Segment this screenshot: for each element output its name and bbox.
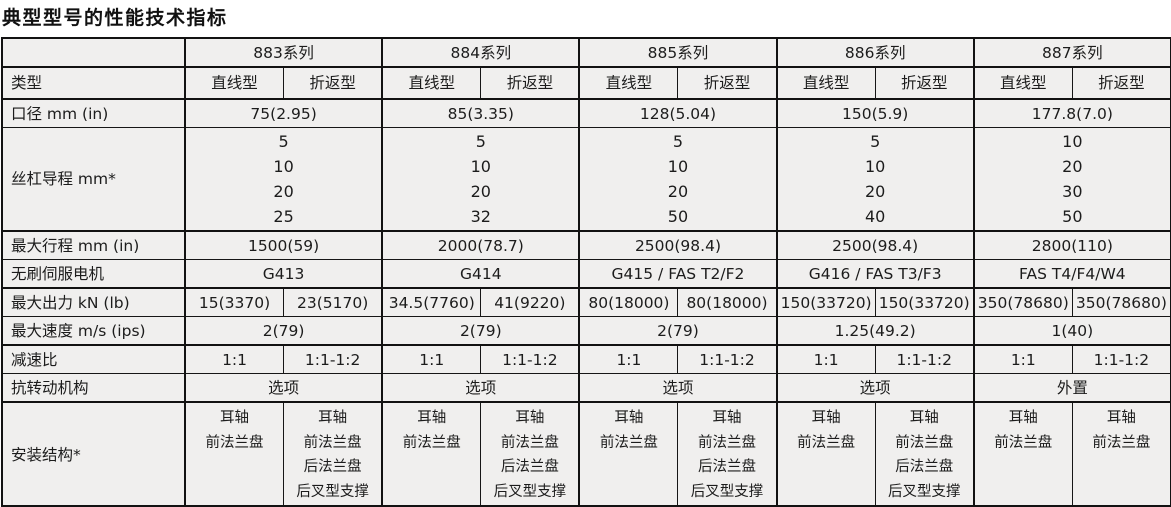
- anti-rotation-row: 抗转动机构 选项 选项 选项 选项 外置: [1, 373, 1171, 403]
- max-force-cell-887-foldback: 350(78680): [1071, 287, 1171, 317]
- ratio-cell-884-foldback: 1:1-1:2: [480, 344, 580, 374]
- max-stroke-cell-884: 2000(78.7): [381, 230, 580, 260]
- max-stroke-cell-883: 1500(59): [183, 230, 383, 260]
- corner-cell: [1, 37, 186, 68]
- servo-motor-cell-883: G413: [183, 259, 383, 289]
- mounting-cell-887-foldback: 耳轴 前法兰盘: [1071, 401, 1171, 507]
- max-force-cell-886-linear: 150(33720): [775, 287, 876, 317]
- row-label-type: 类型: [1, 66, 186, 100]
- ratio-cell-883-foldback: 1:1-1:2: [283, 344, 383, 374]
- anti-rotation-cell-887: 外置: [972, 373, 1171, 403]
- anti-rotation-cell-884: 选项: [381, 373, 580, 403]
- bore-cell-885: 128(5.04): [578, 98, 778, 128]
- bore-cell-884: 85(3.35): [381, 98, 580, 128]
- screw-lead-cell-884: 5 10 20 32: [381, 127, 580, 232]
- type-cell-885-foldback: 折返型: [677, 66, 778, 100]
- ratio-row: 减速比 1:1 1:1-1:2 1:1 1:1-1:2 1:1 1:1-1:2 …: [1, 344, 1171, 374]
- mounting-cell-883-foldback: 耳轴 前法兰盘 后法兰盘 后叉型支撑: [283, 401, 383, 507]
- ratio-cell-886-linear: 1:1: [775, 344, 876, 374]
- row-label-max-speed: 最大速度 m/s (ips): [1, 316, 186, 346]
- screw-lead-row: 丝杠导程 mm* 5 10 20 25 5 10 20 32 5 10 20 5…: [1, 127, 1171, 232]
- type-cell-883-foldback: 折返型: [283, 66, 383, 100]
- series-header-885: 885系列: [578, 37, 778, 68]
- max-force-cell-883-foldback: 23(5170): [283, 287, 383, 317]
- screw-lead-cell-887: 10 20 30 50: [972, 127, 1171, 232]
- ratio-cell-885-foldback: 1:1-1:2: [677, 344, 778, 374]
- anti-rotation-cell-886: 选项: [775, 373, 975, 403]
- row-label-anti-rotation: 抗转动机构: [1, 373, 186, 403]
- max-force-cell-887-linear: 350(78680): [972, 287, 1073, 317]
- ratio-cell-884-linear: 1:1: [381, 344, 482, 374]
- max-stroke-row: 最大行程 mm (in) 1500(59) 2000(78.7) 2500(98…: [1, 230, 1171, 260]
- type-cell-884-foldback: 折返型: [480, 66, 580, 100]
- max-force-cell-885-linear: 80(18000): [578, 287, 679, 317]
- mounting-cell-886-linear: 耳轴 前法兰盘: [775, 401, 876, 507]
- bore-cell-886: 150(5.9): [775, 98, 975, 128]
- series-header-row: 883系列 884系列 885系列 886系列 887系列: [1, 37, 1171, 68]
- series-header-886: 886系列: [775, 37, 975, 68]
- bore-row: 口径 mm (in) 75(2.95) 85(3.35) 128(5.04) 1…: [1, 98, 1171, 128]
- max-speed-cell-884: 2(79): [381, 316, 580, 346]
- type-cell-887-foldback: 折返型: [1071, 66, 1171, 100]
- ratio-cell-887-linear: 1:1: [972, 344, 1073, 374]
- page-title: 典型型号的性能技术指标: [2, 7, 228, 29]
- mounting-cell-883-linear: 耳轴 前法兰盘: [184, 401, 285, 507]
- mounting-row: 安装结构* 耳轴 前法兰盘 耳轴 前法兰盘 后法兰盘 后叉型支撑 耳轴 前法兰盘…: [1, 401, 1171, 507]
- servo-motor-row: 无刷伺服电机 G413 G414 G415 / FAS T2/F2 G416 /…: [1, 259, 1171, 289]
- max-force-cell-884-foldback: 41(9220): [480, 287, 580, 317]
- row-label-servo-motor: 无刷伺服电机: [1, 259, 186, 289]
- max-force-cell-883-linear: 15(3370): [184, 287, 285, 317]
- max-speed-row: 最大速度 m/s (ips) 2(79) 2(79) 2(79) 1.25(49…: [1, 316, 1171, 346]
- max-stroke-cell-886: 2500(98.4): [775, 230, 975, 260]
- max-speed-cell-885: 2(79): [578, 316, 778, 346]
- ratio-cell-886-foldback: 1:1-1:2: [874, 344, 975, 374]
- type-cell-885-linear: 直线型: [578, 66, 679, 100]
- max-force-row: 最大出力 kN (lb) 15(3370) 23(5170) 34.5(7760…: [1, 287, 1171, 317]
- anti-rotation-cell-883: 选项: [183, 373, 383, 403]
- type-cell-886-foldback: 折返型: [874, 66, 975, 100]
- type-cell-884-linear: 直线型: [381, 66, 482, 100]
- row-label-bore: 口径 mm (in): [1, 98, 186, 128]
- max-speed-cell-883: 2(79): [183, 316, 383, 346]
- type-cell-883-linear: 直线型: [184, 66, 285, 100]
- screw-lead-cell-886: 5 10 20 40: [775, 127, 975, 232]
- max-force-cell-886-foldback: 150(33720): [874, 287, 975, 317]
- series-header-884: 884系列: [381, 37, 580, 68]
- max-force-cell-884-linear: 34.5(7760): [381, 287, 482, 317]
- max-speed-cell-886: 1.25(49.2): [775, 316, 975, 346]
- mounting-cell-887-linear: 耳轴 前法兰盘: [972, 401, 1073, 507]
- spec-table: 883系列 884系列 885系列 886系列 887系列 类型 直线型 折返型…: [1, 37, 1171, 507]
- row-label-max-stroke: 最大行程 mm (in): [1, 230, 186, 260]
- ratio-cell-885-linear: 1:1: [578, 344, 679, 374]
- series-header-883: 883系列: [183, 37, 383, 68]
- servo-motor-cell-887: FAS T4/F4/W4: [972, 259, 1171, 289]
- max-stroke-cell-885: 2500(98.4): [578, 230, 778, 260]
- row-label-mounting: 安装结构*: [1, 401, 186, 507]
- ratio-cell-887-foldback: 1:1-1:2: [1071, 344, 1171, 374]
- ratio-cell-883-linear: 1:1: [184, 344, 285, 374]
- row-label-ratio: 减速比: [1, 344, 186, 374]
- mounting-cell-886-foldback: 耳轴 前法兰盘 后法兰盘 后叉型支撑: [874, 401, 975, 507]
- max-stroke-cell-887: 2800(110): [972, 230, 1171, 260]
- type-cell-887-linear: 直线型: [972, 66, 1073, 100]
- row-label-screw-lead: 丝杠导程 mm*: [1, 127, 186, 232]
- type-cell-886-linear: 直线型: [775, 66, 876, 100]
- screw-lead-cell-885: 5 10 20 50: [578, 127, 778, 232]
- anti-rotation-cell-885: 选项: [578, 373, 778, 403]
- max-force-cell-885-foldback: 80(18000): [677, 287, 778, 317]
- type-row: 类型 直线型 折返型 直线型 折返型 直线型 折返型 直线型 折返型 直线型 折…: [1, 66, 1171, 100]
- servo-motor-cell-886: G416 / FAS T3/F3: [775, 259, 975, 289]
- bore-cell-887: 177.8(7.0): [972, 98, 1171, 128]
- mounting-cell-885-linear: 耳轴 前法兰盘: [578, 401, 679, 507]
- series-header-887: 887系列: [972, 37, 1171, 68]
- mounting-cell-884-foldback: 耳轴 前法兰盘 后法兰盘 后叉型支撑: [480, 401, 580, 507]
- mounting-cell-885-foldback: 耳轴 前法兰盘 后法兰盘 后叉型支撑: [677, 401, 778, 507]
- servo-motor-cell-884: G414: [381, 259, 580, 289]
- row-label-max-force: 最大出力 kN (lb): [1, 287, 186, 317]
- max-speed-cell-887: 1(40): [972, 316, 1171, 346]
- servo-motor-cell-885: G415 / FAS T2/F2: [578, 259, 778, 289]
- bore-cell-883: 75(2.95): [183, 98, 383, 128]
- screw-lead-cell-883: 5 10 20 25: [183, 127, 383, 232]
- mounting-cell-884-linear: 耳轴 前法兰盘: [381, 401, 482, 507]
